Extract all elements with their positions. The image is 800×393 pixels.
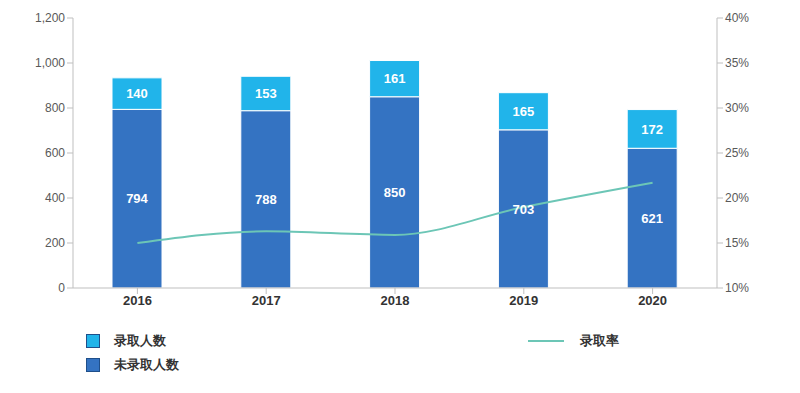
svg-text:200: 200 (45, 236, 65, 250)
html-text:未录取人数: 未录取人数 (114, 357, 179, 372)
svg-text:600: 600 (45, 146, 65, 160)
svg-text:2016: 2016 (123, 293, 152, 308)
svg-text:140: 140 (126, 86, 148, 101)
svg-text:165: 165 (513, 104, 535, 119)
svg-text:40%: 40% (725, 11, 749, 25)
svg-text:850: 850 (384, 185, 406, 200)
svg-text:621: 621 (641, 211, 663, 226)
svg-text:2019: 2019 (509, 293, 538, 308)
svg-text:400: 400 (45, 191, 65, 205)
svg-text:1,000: 1,000 (35, 56, 65, 70)
svg-text:161: 161 (384, 71, 406, 86)
svg-text:172: 172 (641, 122, 663, 137)
svg-text:25%: 25% (725, 146, 749, 160)
svg-text:0: 0 (58, 281, 65, 295)
svg-text:800: 800 (45, 101, 65, 115)
svg-text:794: 794 (126, 191, 148, 206)
svg-text:20%: 20% (725, 191, 749, 205)
svg-text:788: 788 (255, 192, 277, 207)
html-text:录取率: 录取率 (580, 333, 619, 348)
svg-text:703: 703 (513, 202, 535, 217)
html-text:录取人数: 录取人数 (114, 333, 166, 348)
svg-text:30%: 30% (725, 101, 749, 115)
svg-text:2020: 2020 (638, 293, 667, 308)
svg-text:15%: 15% (725, 236, 749, 250)
svg-text:153: 153 (255, 86, 277, 101)
svg-text:10%: 10% (725, 281, 749, 295)
svg-text:35%: 35% (725, 56, 749, 70)
svg-text:1,200: 1,200 (35, 11, 65, 25)
svg-text:2017: 2017 (252, 293, 281, 308)
svg-text:2018: 2018 (381, 293, 410, 308)
